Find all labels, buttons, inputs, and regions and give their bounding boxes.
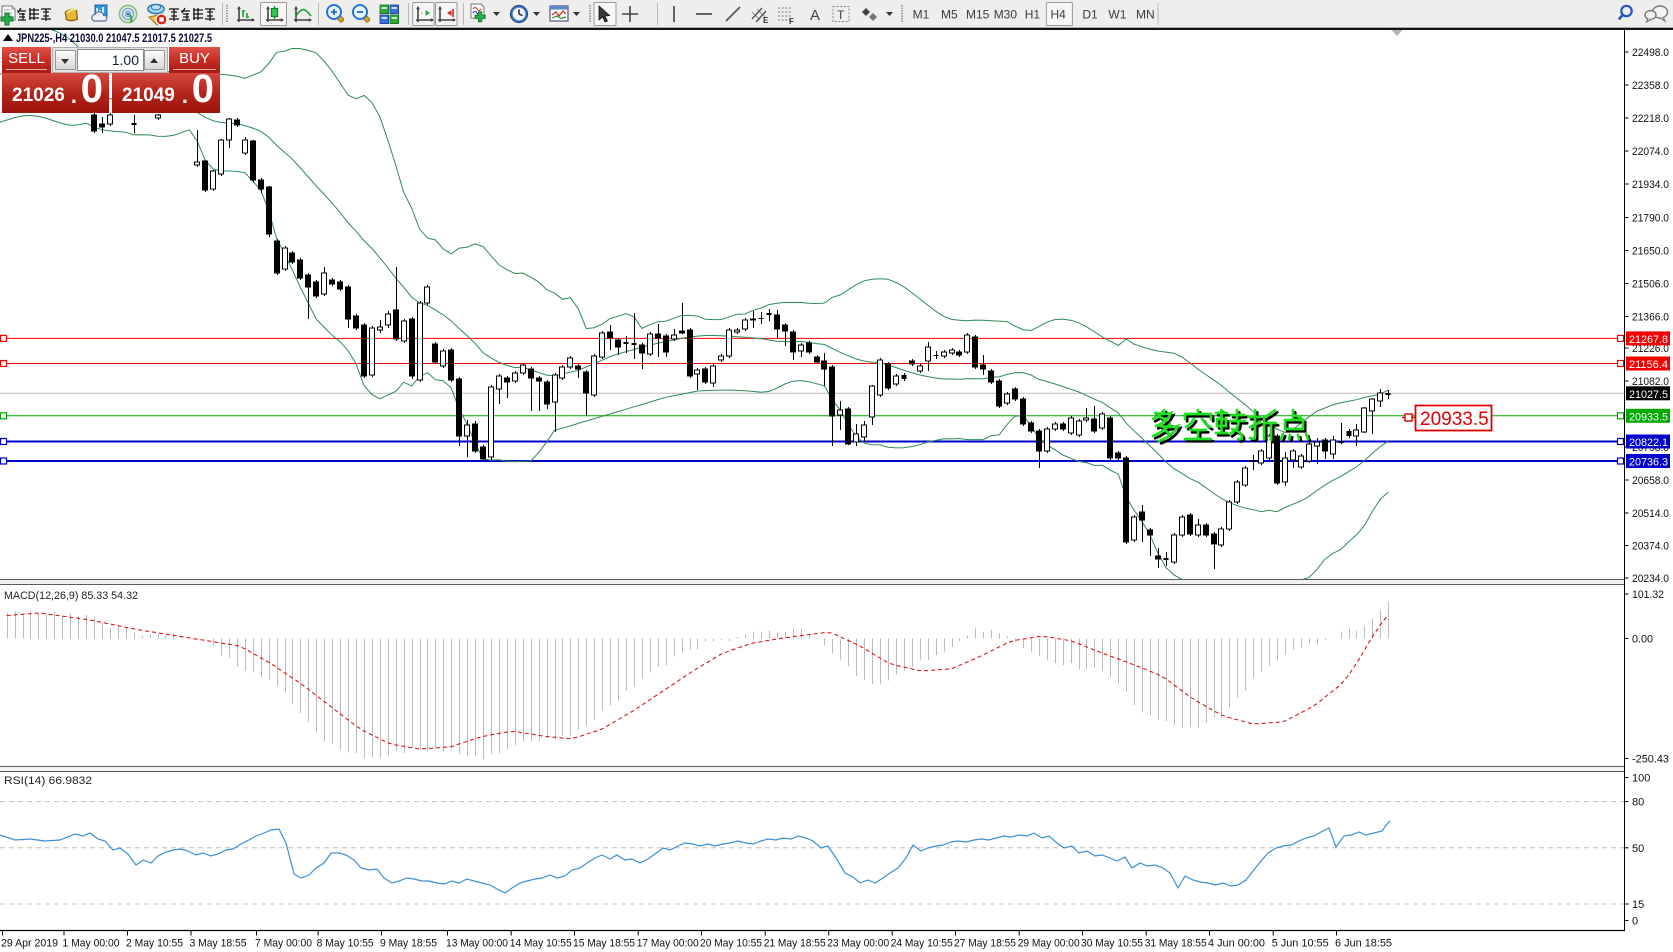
svg-text:-250.43: -250.43: [1632, 754, 1669, 766]
svg-text:21790.0: 21790.0: [1632, 213, 1669, 225]
svg-text:14 May 10:55: 14 May 10:55: [510, 938, 572, 950]
svg-text:20822.1: 20822.1: [1629, 437, 1668, 449]
svg-text:21226.0: 21226.0: [1632, 343, 1669, 355]
svg-text:8 May 10:55: 8 May 10:55: [317, 938, 374, 950]
svg-text:29 May 00:00: 29 May 00:00: [1018, 938, 1080, 950]
svg-text:21 May 18:55: 21 May 18:55: [764, 938, 826, 950]
svg-text:101.32: 101.32: [1632, 589, 1664, 601]
svg-text:0: 0: [1632, 916, 1638, 928]
svg-text:H4: H4: [1051, 8, 1067, 22]
svg-text:20374.0: 20374.0: [1632, 541, 1669, 553]
svg-text:MN: MN: [1136, 8, 1155, 22]
svg-text:22358.0: 22358.0: [1632, 80, 1669, 92]
svg-text:MACD(12,26,9) 85.33 54.32: MACD(12,26,9) 85.33 54.32: [4, 590, 138, 602]
svg-text:21082.0: 21082.0: [1632, 376, 1669, 388]
svg-text:0.00: 0.00: [1632, 633, 1653, 645]
svg-text:M5: M5: [941, 8, 958, 22]
svg-text:H1: H1: [1025, 8, 1041, 22]
svg-text:M15: M15: [966, 8, 990, 22]
svg-text:21156.4: 21156.4: [1629, 359, 1668, 371]
svg-text:50: 50: [1632, 843, 1644, 855]
svg-text:80: 80: [1632, 797, 1644, 809]
svg-text:A: A: [810, 7, 820, 24]
svg-text:20 May 10:55: 20 May 10:55: [700, 938, 762, 950]
svg-text:24 May 10:55: 24 May 10:55: [891, 938, 953, 950]
svg-text:1 May 00:00: 1 May 00:00: [63, 938, 120, 950]
svg-text:21934.0: 21934.0: [1632, 179, 1669, 191]
svg-text:D1: D1: [1082, 8, 1098, 22]
svg-text:15: 15: [1632, 899, 1644, 911]
svg-text:21267.8: 21267.8: [1629, 334, 1668, 346]
svg-text:20658.0: 20658.0: [1632, 475, 1669, 487]
svg-text:E: E: [763, 16, 769, 25]
svg-text:F: F: [789, 17, 794, 26]
svg-text:17 May 00:00: 17 May 00:00: [637, 938, 699, 950]
svg-text:29 Apr 2019: 29 Apr 2019: [1, 938, 58, 950]
svg-text:20933.5: 20933.5: [1629, 411, 1668, 423]
svg-text:21506.0: 21506.0: [1632, 279, 1669, 291]
svg-text:20736.3: 20736.3: [1629, 457, 1668, 469]
svg-text:2 May 10:55: 2 May 10:55: [126, 938, 183, 950]
svg-text:RSI(14) 66.9832: RSI(14) 66.9832: [4, 775, 92, 787]
svg-text:13 May 00:00: 13 May 00:00: [446, 938, 508, 950]
svg-text:21366.0: 21366.0: [1632, 312, 1669, 324]
svg-text:30 May 10:55: 30 May 10:55: [1081, 938, 1143, 950]
svg-text:22074.0: 22074.0: [1632, 146, 1669, 158]
svg-text:6 Jun 18:55: 6 Jun 18:55: [1335, 938, 1392, 950]
svg-text:31 May 18:55: 31 May 18:55: [1145, 938, 1207, 950]
svg-text:7 May 00:00: 7 May 00:00: [255, 938, 312, 950]
svg-text:100: 100: [1632, 773, 1650, 785]
svg-text:T: T: [837, 8, 845, 22]
svg-text:M1: M1: [913, 8, 930, 22]
svg-text:22218.0: 22218.0: [1632, 113, 1669, 125]
svg-text:20514.0: 20514.0: [1632, 508, 1669, 520]
svg-text:20234.0: 20234.0: [1632, 573, 1669, 585]
svg-text:4 Jun 00:00: 4 Jun 00:00: [1208, 938, 1265, 950]
svg-text:20933.5: 20933.5: [1420, 409, 1489, 430]
svg-text:22498.0: 22498.0: [1632, 47, 1669, 59]
svg-text:5 Jun 10:55: 5 Jun 10:55: [1272, 938, 1329, 950]
svg-text:21027.5: 21027.5: [1629, 389, 1668, 401]
svg-text:W1: W1: [1108, 8, 1126, 22]
svg-text:9 May 18:55: 9 May 18:55: [380, 938, 437, 950]
svg-text:3 May 18:55: 3 May 18:55: [190, 938, 247, 950]
svg-text:21650.0: 21650.0: [1632, 246, 1669, 258]
svg-text:15 May 18:55: 15 May 18:55: [573, 938, 635, 950]
svg-text:M30: M30: [994, 8, 1018, 22]
svg-text:JPN225-,H4 21030.0 21047.5 21: JPN225-,H4 21030.0 21047.5 21017.5 21027…: [16, 31, 212, 45]
svg-text:23 May 00:00: 23 May 00:00: [827, 938, 889, 950]
svg-text:27 May 18:55: 27 May 18:55: [954, 938, 1016, 950]
